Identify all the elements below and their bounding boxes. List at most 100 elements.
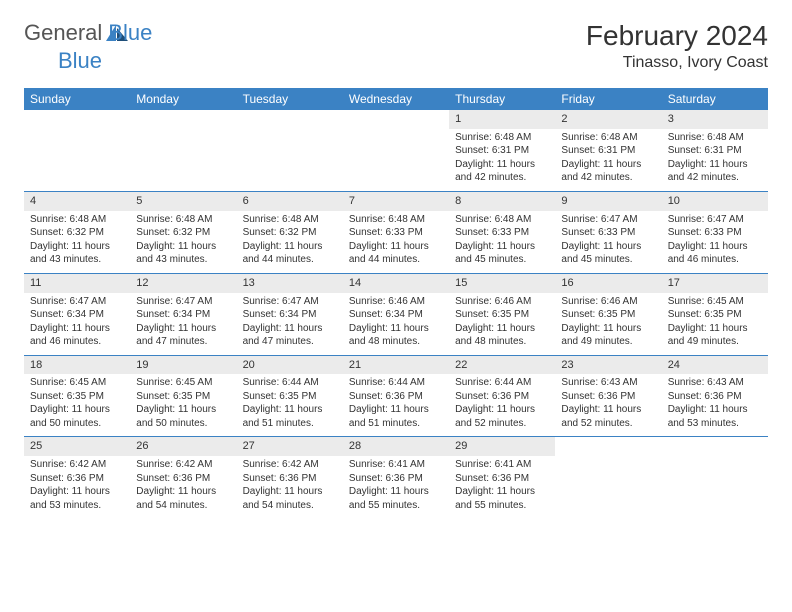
day-cell: Sunrise: 6:47 AMSunset: 6:34 PMDaylight:…: [237, 293, 343, 356]
day-cell-line: and 47 minutes.: [243, 335, 337, 349]
day-number: 7: [343, 191, 449, 210]
day-cell: [130, 129, 236, 192]
daynum-row: 11121314151617: [24, 273, 768, 292]
day-cell-line: Daylight: 11 hours: [136, 403, 230, 417]
day-cell: Sunrise: 6:48 AMSunset: 6:32 PMDaylight:…: [24, 211, 130, 274]
title-block: February 2024 Tinasso, Ivory Coast: [586, 20, 768, 72]
data-row: Sunrise: 6:48 AMSunset: 6:32 PMDaylight:…: [24, 211, 768, 274]
day-number: 9: [555, 191, 661, 210]
day-cell-line: Daylight: 11 hours: [243, 240, 337, 254]
data-row: Sunrise: 6:42 AMSunset: 6:36 PMDaylight:…: [24, 456, 768, 518]
day-number: 10: [662, 191, 768, 210]
day-cell-line: Sunrise: 6:47 AM: [243, 295, 337, 309]
day-cell-line: Sunset: 6:32 PM: [30, 226, 124, 240]
day-cell-line: and 44 minutes.: [349, 253, 443, 267]
day-cell-line: Sunrise: 6:47 AM: [668, 213, 762, 227]
daynum-row: 2526272829: [24, 437, 768, 456]
day-number: 16: [555, 273, 661, 292]
day-cell-line: and 50 minutes.: [136, 417, 230, 431]
day-cell-line: Daylight: 11 hours: [455, 485, 549, 499]
day-cell-line: Sunset: 6:35 PM: [136, 390, 230, 404]
day-cell: Sunrise: 6:45 AMSunset: 6:35 PMDaylight:…: [130, 374, 236, 437]
day-cell-line: Sunrise: 6:48 AM: [30, 213, 124, 227]
day-number: [662, 437, 768, 456]
day-cell-line: Daylight: 11 hours: [243, 322, 337, 336]
day-cell: Sunrise: 6:41 AMSunset: 6:36 PMDaylight:…: [343, 456, 449, 518]
day-number: 6: [237, 191, 343, 210]
day-cell-line: Sunset: 6:36 PM: [561, 390, 655, 404]
day-header: Monday: [130, 88, 236, 110]
logo-text-general: General: [24, 20, 102, 46]
day-cell: [662, 456, 768, 518]
day-cell: Sunrise: 6:44 AMSunset: 6:36 PMDaylight:…: [343, 374, 449, 437]
day-cell-line: Sunset: 6:33 PM: [668, 226, 762, 240]
day-cell: Sunrise: 6:48 AMSunset: 6:33 PMDaylight:…: [449, 211, 555, 274]
day-cell: Sunrise: 6:47 AMSunset: 6:33 PMDaylight:…: [555, 211, 661, 274]
day-cell: [343, 129, 449, 192]
day-number: 2: [555, 110, 661, 129]
day-cell-line: Daylight: 11 hours: [668, 158, 762, 172]
day-number: 8: [449, 191, 555, 210]
day-header: Wednesday: [343, 88, 449, 110]
day-cell: Sunrise: 6:43 AMSunset: 6:36 PMDaylight:…: [555, 374, 661, 437]
logo: General Blue: [24, 20, 108, 46]
day-cell-line: and 50 minutes.: [30, 417, 124, 431]
day-cell-line: Sunset: 6:32 PM: [136, 226, 230, 240]
day-cell-line: and 46 minutes.: [668, 253, 762, 267]
day-number: 13: [237, 273, 343, 292]
day-cell-line: Sunset: 6:36 PM: [30, 472, 124, 486]
day-cell-line: Sunrise: 6:48 AM: [455, 131, 549, 145]
day-number: 11: [24, 273, 130, 292]
day-cell-line: Daylight: 11 hours: [243, 403, 337, 417]
day-number: 5: [130, 191, 236, 210]
day-cell-line: Daylight: 11 hours: [30, 485, 124, 499]
day-header: Thursday: [449, 88, 555, 110]
day-cell-line: Sunrise: 6:41 AM: [349, 458, 443, 472]
day-cell-line: and 53 minutes.: [668, 417, 762, 431]
day-number: 25: [24, 437, 130, 456]
day-cell: Sunrise: 6:47 AMSunset: 6:33 PMDaylight:…: [662, 211, 768, 274]
day-cell-line: Sunset: 6:31 PM: [668, 144, 762, 158]
day-cell-line: Daylight: 11 hours: [243, 485, 337, 499]
day-cell-line: Sunset: 6:36 PM: [668, 390, 762, 404]
day-number: 12: [130, 273, 236, 292]
day-cell-line: Sunset: 6:35 PM: [30, 390, 124, 404]
day-cell-line: and 51 minutes.: [243, 417, 337, 431]
day-cell-line: and 49 minutes.: [668, 335, 762, 349]
day-cell-line: Sunset: 6:34 PM: [136, 308, 230, 322]
day-cell-line: and 45 minutes.: [561, 253, 655, 267]
day-cell-line: Sunrise: 6:47 AM: [30, 295, 124, 309]
day-cell-line: Sunrise: 6:48 AM: [561, 131, 655, 145]
day-cell-line: Sunrise: 6:48 AM: [349, 213, 443, 227]
day-number: 22: [449, 355, 555, 374]
day-cell-line: Daylight: 11 hours: [668, 240, 762, 254]
day-number: 18: [24, 355, 130, 374]
day-cell: Sunrise: 6:48 AMSunset: 6:31 PMDaylight:…: [555, 129, 661, 192]
day-cell: Sunrise: 6:48 AMSunset: 6:31 PMDaylight:…: [662, 129, 768, 192]
daynum-row: 45678910: [24, 191, 768, 210]
day-cell-line: Sunset: 6:33 PM: [349, 226, 443, 240]
day-cell-line: Daylight: 11 hours: [455, 158, 549, 172]
day-number: [24, 110, 130, 129]
day-number: 29: [449, 437, 555, 456]
month-title: February 2024: [586, 20, 768, 52]
day-number: 21: [343, 355, 449, 374]
day-cell-line: Daylight: 11 hours: [349, 403, 443, 417]
day-cell-line: Daylight: 11 hours: [30, 240, 124, 254]
day-cell-line: Sunrise: 6:47 AM: [561, 213, 655, 227]
day-cell-line: Daylight: 11 hours: [668, 322, 762, 336]
location: Tinasso, Ivory Coast: [586, 54, 768, 72]
day-cell: [24, 129, 130, 192]
day-cell-line: Daylight: 11 hours: [561, 322, 655, 336]
day-number: [130, 110, 236, 129]
day-header: Saturday: [662, 88, 768, 110]
day-number: 15: [449, 273, 555, 292]
day-cell-line: and 55 minutes.: [455, 499, 549, 513]
day-number: 20: [237, 355, 343, 374]
day-cell-line: Sunset: 6:36 PM: [136, 472, 230, 486]
day-cell-line: Sunset: 6:34 PM: [30, 308, 124, 322]
day-cell-line: Sunrise: 6:46 AM: [349, 295, 443, 309]
day-number: 19: [130, 355, 236, 374]
day-number: 14: [343, 273, 449, 292]
day-cell: Sunrise: 6:48 AMSunset: 6:32 PMDaylight:…: [237, 211, 343, 274]
